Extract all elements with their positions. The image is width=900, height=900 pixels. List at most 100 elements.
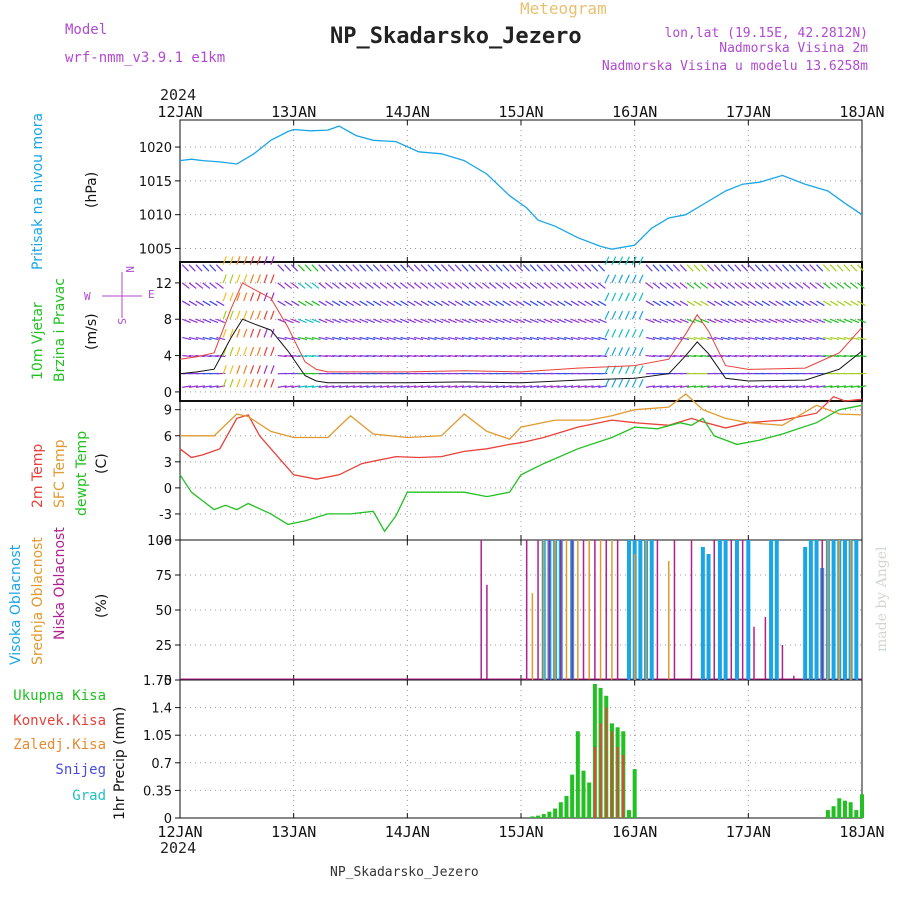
wind-arrow	[243, 365, 248, 374]
wind-arrow	[338, 264, 346, 272]
wind-arrow	[789, 336, 799, 341]
precip-bar-precip_conv	[622, 754, 625, 818]
wind-arrow	[666, 336, 676, 341]
cloud-bar-high_cloud	[706, 554, 711, 680]
wind-arrow	[693, 385, 703, 388]
wind-arrow	[338, 300, 348, 307]
wind-arrow	[611, 378, 617, 388]
wind-arrow	[713, 300, 723, 307]
precip-bar-precip_total	[848, 802, 853, 818]
wind-arrow	[523, 354, 533, 358]
wind-arrow	[693, 354, 703, 358]
wind-arrow	[680, 385, 690, 388]
wind-arrow	[406, 282, 415, 289]
wind-arrow	[427, 336, 437, 341]
wind-arrow	[529, 385, 540, 388]
wind-arrow	[304, 385, 315, 388]
wind-arrow	[291, 282, 299, 289]
wind-arrow	[454, 385, 465, 388]
wind-arrow	[700, 385, 710, 388]
wind-arrow	[441, 318, 451, 324]
wind-arrow	[720, 318, 730, 324]
wind-arrow	[795, 264, 803, 272]
cloud-bar-high_cloud	[808, 540, 813, 680]
wind-arrow	[557, 282, 565, 289]
wind-arrow	[475, 336, 485, 341]
wind-arrow	[707, 354, 717, 358]
precip-bar-precip_total	[541, 814, 546, 818]
wind-arrow	[638, 274, 644, 284]
wind-arrow	[598, 336, 608, 341]
legend-hail: Grad	[72, 788, 106, 804]
wind-arrow	[495, 336, 505, 341]
wind-arrow	[338, 282, 347, 289]
cloud-bar-low_cloud	[525, 540, 528, 680]
wind-arrow	[325, 336, 335, 341]
wind-arrow	[236, 256, 241, 265]
wind-arrow	[379, 318, 389, 324]
wind-arrow	[386, 264, 394, 272]
wind-arrow	[441, 282, 449, 289]
wind-arrow	[468, 318, 478, 324]
wind-arrow	[468, 354, 478, 358]
wind-arrow	[454, 300, 464, 307]
y-tick-label: 1010	[139, 209, 172, 224]
wind-arrow	[557, 318, 566, 324]
precip-bar-precip_conv	[616, 747, 619, 818]
wind-arrow	[747, 264, 756, 272]
wind-arrow	[584, 385, 594, 388]
cloud-bar-low_cloud	[594, 540, 596, 680]
wind-arrow	[577, 354, 587, 358]
wind-arrow	[693, 264, 701, 272]
wind-arrow	[420, 318, 430, 324]
x-tick-label-top: 12JAN	[157, 103, 202, 121]
legend-snow: Snijeg	[55, 762, 106, 778]
temp-unit: (C)	[94, 453, 110, 474]
wind-arrow	[536, 354, 546, 358]
wind-arrow	[502, 336, 512, 341]
wind-arrow	[543, 354, 553, 358]
wind-arrow	[359, 354, 369, 358]
wind-arrow	[448, 336, 458, 341]
wind-arrow	[638, 347, 644, 356]
wind-arrow	[345, 336, 355, 341]
y-tick-label: 1005	[139, 242, 172, 257]
wind-arrow	[393, 300, 402, 307]
wind-arrow	[659, 264, 667, 272]
wind-arrow	[843, 282, 852, 289]
cloud-bar-mid_cloud	[633, 554, 636, 680]
wind-arrow	[407, 318, 416, 324]
wind-arrow	[366, 318, 375, 324]
wind-arrow	[611, 310, 617, 320]
wind-arrow	[454, 264, 462, 272]
wind-arrow	[222, 328, 227, 338]
wind-arrow	[823, 385, 833, 388]
wind-arrow	[604, 310, 610, 320]
wind-arrow	[597, 282, 606, 289]
wind-arrow	[755, 336, 765, 341]
wind-arrow	[748, 354, 758, 358]
cloud-bar-low_cloud	[486, 584, 488, 680]
wind-arrow	[345, 354, 355, 358]
wind-arrow	[311, 300, 320, 307]
wind-arrow	[843, 264, 851, 272]
wind-arrow	[666, 264, 674, 272]
wind-arrow	[672, 264, 680, 272]
low-cloud-side-label: Niska Oblacnost	[52, 527, 68, 640]
wind-arrow	[427, 354, 437, 358]
precip-bar-precip_total	[547, 811, 552, 818]
wind-arrow	[325, 385, 335, 388]
wind-arrow	[448, 318, 457, 324]
wind-arrow	[332, 336, 342, 341]
wind-arrow	[482, 318, 491, 324]
cloud-bar-mid_cloud	[668, 561, 670, 680]
wind-arrow	[318, 354, 328, 358]
credit-watermark: made by Angel	[874, 546, 890, 652]
wind-arrow	[659, 300, 668, 307]
wind-arrow	[209, 300, 218, 307]
wind-arrow	[638, 328, 644, 338]
wind-arrow	[734, 336, 744, 341]
wind-arrow	[795, 336, 805, 341]
wind-arrow	[625, 274, 630, 284]
